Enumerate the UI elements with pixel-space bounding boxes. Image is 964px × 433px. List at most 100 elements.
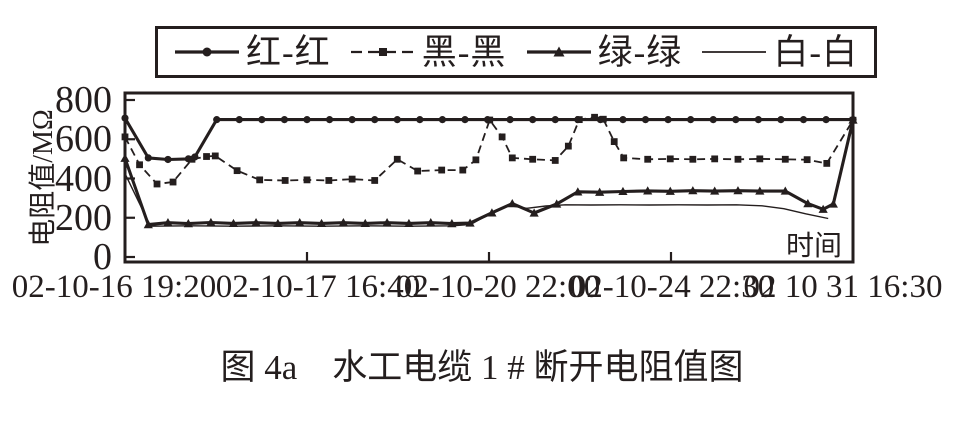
series-marker-triangle — [228, 218, 239, 228]
y-tick-label: 400 — [55, 157, 112, 200]
series-marker-circle — [121, 114, 129, 122]
series-marker-circle — [461, 116, 469, 124]
series-marker-square — [136, 161, 143, 169]
series-marker-triangle — [529, 208, 539, 217]
series-marker-square — [188, 155, 196, 163]
series-marker-square — [472, 156, 480, 164]
series-marker-square — [203, 153, 210, 160]
series-marker-circle — [551, 116, 559, 124]
legend-marker-red-red-icon — [175, 47, 239, 57]
series-marker-square — [211, 152, 219, 160]
series-marker-square — [233, 167, 241, 175]
series-marker-square — [781, 155, 789, 163]
series-marker-square — [438, 166, 446, 174]
series-marker-circle — [687, 116, 695, 124]
series-marker-triangle — [163, 218, 173, 227]
series-marker-square — [644, 155, 652, 163]
series-marker-triangle — [803, 199, 813, 208]
series-marker-circle — [754, 116, 762, 124]
series-marker-triangle — [382, 218, 392, 227]
series-marker-square — [153, 180, 161, 188]
series-marker-square — [256, 176, 264, 184]
series-line-none — [124, 173, 829, 227]
series-marker-circle — [438, 116, 447, 124]
series-marker-square — [575, 116, 583, 124]
series-marker-triangle — [618, 186, 628, 196]
series-marker-triangle — [273, 218, 283, 228]
legend-item-white-white: 白-白 — [701, 35, 858, 70]
series-marker-circle — [641, 116, 650, 124]
series-marker-triangle — [828, 199, 838, 208]
series-marker-triangle — [755, 186, 765, 195]
x-axis-title: 时间 — [786, 231, 843, 262]
y-tick-label: 600 — [55, 118, 112, 161]
series-marker-circle — [258, 116, 266, 124]
series-marker-circle — [799, 116, 808, 124]
series-marker-square — [591, 113, 598, 121]
y-tick-label: 200 — [55, 196, 112, 239]
figure-caption: 图 4a 水工电缆 1 # 断开电阻值图 — [220, 348, 744, 387]
series-marker-circle — [664, 116, 672, 124]
series-marker-square — [620, 154, 628, 162]
legend-label-white-white: 白-白 — [773, 32, 858, 72]
x-tick-label: 02-10-16 19:20 — [11, 269, 217, 305]
series-marker-square — [281, 177, 289, 184]
series-marker-triangle — [780, 186, 790, 195]
series-marker-circle — [619, 116, 627, 124]
x-tick-label: 02-10-24 22:30 — [569, 269, 775, 305]
chart-legend: 红-红 黑-黑 绿-绿 白-白 — [155, 26, 877, 78]
series-marker-square — [325, 177, 333, 184]
series-marker-triangle — [665, 186, 675, 195]
series-marker-square — [564, 142, 572, 150]
x-tick-label: 02 10 31 16:30 — [743, 269, 943, 305]
series-marker-triangle — [733, 186, 743, 195]
series-marker-square — [756, 155, 764, 163]
series-marker-circle — [144, 154, 152, 162]
series-marker-triangle — [251, 218, 261, 227]
series-marker-circle — [303, 116, 311, 124]
y-tick-label: 800 — [55, 79, 112, 121]
series-marker-triangle — [338, 218, 348, 227]
series-marker-square — [599, 115, 607, 123]
series-marker-square — [711, 155, 719, 163]
series-marker-square — [169, 178, 177, 186]
series-marker-square — [498, 133, 506, 141]
x-tick-label: 02-10-20 22:00 — [395, 269, 601, 305]
series-marker-circle — [709, 116, 717, 124]
series-marker-square — [666, 155, 674, 163]
series-marker-triangle — [206, 217, 216, 227]
series-marker-circle — [348, 116, 356, 124]
series-marker-circle — [280, 116, 289, 124]
series-marker-square — [414, 167, 422, 175]
series-marker-circle — [213, 116, 221, 124]
series-line-square — [124, 116, 854, 185]
series-marker-circle — [732, 116, 740, 124]
legend-label-black-black: 黑-黑 — [421, 32, 507, 72]
legend-item-black-black: 黑-黑 — [350, 35, 507, 70]
legend-marker-green-green-icon — [526, 46, 591, 57]
series-marker-circle — [529, 116, 537, 124]
legend-marker-black-black-icon — [350, 48, 415, 56]
series-line-circle — [123, 117, 853, 162]
series-marker-triangle — [710, 186, 720, 195]
y-tick-label: 0 — [93, 236, 112, 278]
series-marker-square — [393, 155, 401, 163]
series-marker-circle — [393, 116, 401, 124]
series-marker-triangle — [688, 186, 698, 195]
series-marker-triangle — [426, 218, 436, 227]
series-marker-square — [610, 138, 618, 146]
series-marker-triangle — [573, 187, 583, 196]
series-marker-triangle — [360, 218, 370, 228]
legend-item-red-red: 红-红 — [174, 35, 331, 70]
series-marker-circle — [416, 116, 424, 124]
series-marker-square — [529, 155, 537, 163]
series-marker-square — [303, 176, 311, 184]
series-marker-triangle — [818, 204, 828, 213]
series-marker-square — [508, 154, 516, 162]
series-marker-square — [486, 116, 494, 124]
legend-label-red-red: 红-红 — [246, 32, 331, 72]
series-marker-circle — [235, 116, 243, 124]
legend-label-green-green: 绿-绿 — [597, 32, 683, 72]
series-marker-triangle — [848, 115, 858, 124]
